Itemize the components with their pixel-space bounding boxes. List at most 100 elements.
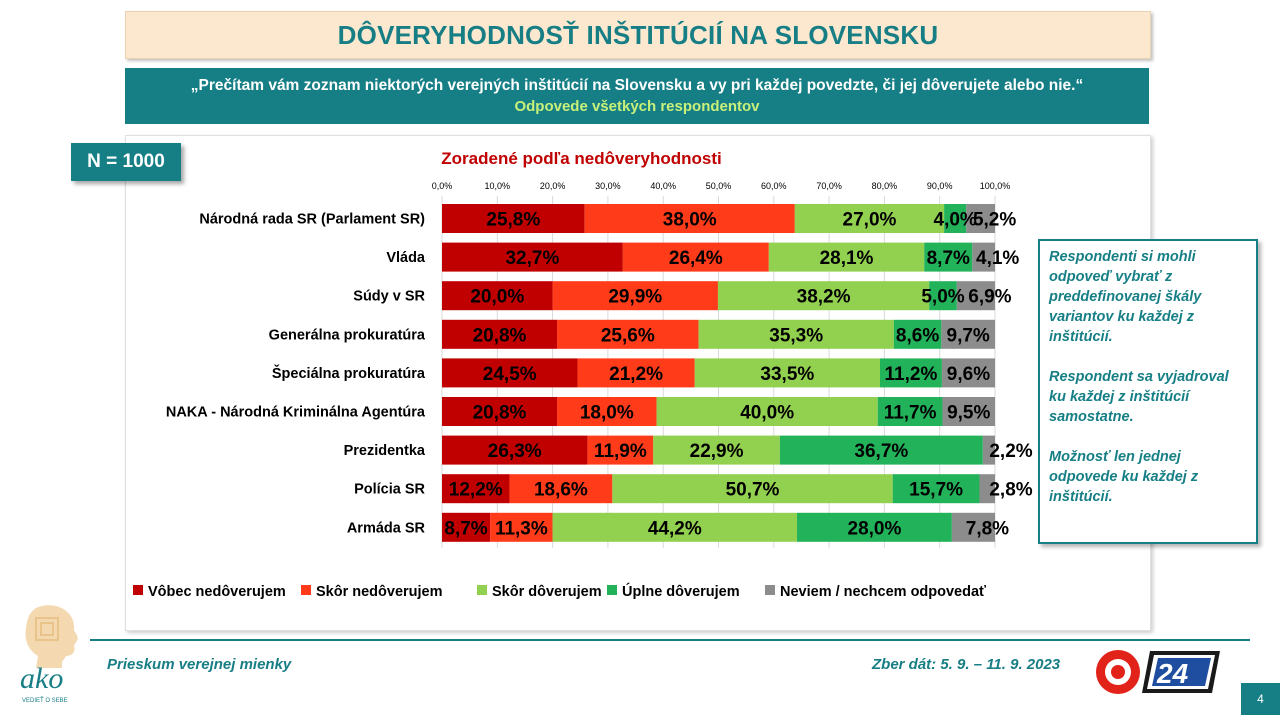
note-paragraph-1: Respondenti si mohli odpoveď vybrať z pr…	[1049, 249, 1202, 345]
question-subtitle: Odpovede všetkých respondentov	[514, 98, 760, 115]
category-label: Súdy v SR	[353, 289, 425, 305]
bar-segment	[442, 242, 623, 272]
data-label: 24,5%	[483, 364, 537, 385]
note-paragraph-3: Možnosť len jednej odpovede ku každej z …	[1049, 449, 1199, 505]
note-paragraph-2: Respondent sa vyjadroval ku každej z inš…	[1049, 369, 1229, 425]
data-label: 15,7%	[909, 480, 963, 501]
category-label: Národná rada SR (Parlament SR)	[199, 212, 425, 228]
bar-segment	[979, 474, 995, 504]
data-label: 33,5%	[760, 364, 814, 385]
x-tick-label: 50,0%	[706, 181, 732, 191]
bar-segment	[552, 281, 718, 311]
bar-segment	[779, 435, 983, 465]
x-tick-label: 30,0%	[595, 181, 621, 191]
bar-segment	[442, 435, 588, 465]
data-label: 38,2%	[797, 287, 851, 308]
legend-label: Neviem / nechcem odpovedať	[780, 584, 986, 600]
footer-divider	[90, 639, 1250, 641]
x-tick-label: 70,0%	[816, 181, 842, 191]
category-label: Vláda	[386, 250, 426, 266]
category-label: NAKA - Národná Kriminálna Agentúra	[166, 405, 426, 421]
bar-segment	[442, 358, 578, 388]
data-label: 44,2%	[648, 518, 702, 539]
legend-swatch	[477, 585, 487, 595]
bar-segment	[892, 474, 980, 504]
logo-text: ako	[20, 662, 63, 695]
category-label: Armáda SR	[347, 520, 426, 536]
bar-segment	[941, 358, 995, 388]
data-label: 5,2%	[973, 210, 1016, 231]
data-label: 20,8%	[473, 325, 527, 346]
bar-segment	[951, 512, 995, 542]
data-label: 36,7%	[854, 441, 908, 462]
legend-label: Úplne dôverujem	[622, 582, 740, 600]
data-label: 11,3%	[495, 518, 548, 539]
bar-segment	[577, 358, 695, 388]
bar-segment	[982, 435, 995, 465]
bar-segment	[972, 242, 995, 272]
methodology-note: Respondenti si mohli odpoveď vybrať z pr…	[1038, 239, 1258, 544]
legend-swatch	[607, 585, 617, 595]
bar-segment	[557, 397, 657, 426]
bar-segment	[656, 397, 878, 426]
x-tick-label: 20,0%	[540, 181, 566, 191]
data-label: 22,9%	[690, 441, 744, 462]
bar-segment	[442, 204, 585, 233]
bar-segment	[924, 242, 973, 272]
data-label: 8,6%	[896, 325, 939, 346]
legend-label: Vôbec nedôverujem	[148, 584, 286, 600]
data-label: 9,5%	[947, 403, 990, 424]
data-label: 35,3%	[769, 325, 823, 346]
x-tick-label: 80,0%	[872, 181, 898, 191]
page-number: 4	[1241, 683, 1280, 715]
data-label: 32,7%	[505, 248, 559, 269]
bar-segment	[622, 242, 769, 272]
tv-logo: 24	[1092, 645, 1232, 699]
data-label: 21,2%	[609, 364, 663, 385]
chart-subtitle: Zoradené podľa nedôveryhodnosti	[441, 149, 721, 168]
data-label: 2,8%	[989, 480, 1032, 501]
data-label: 18,0%	[580, 403, 634, 424]
bar-segment	[552, 512, 798, 542]
data-label: 26,4%	[669, 248, 723, 269]
x-tick-label: 40,0%	[650, 181, 676, 191]
bar-segment	[442, 319, 558, 349]
ako-head-logo-icon: ako VEDIEŤ O SEBE	[20, 605, 78, 704]
tv-logo-text: 24	[1156, 658, 1189, 689]
bar-segment	[653, 435, 780, 465]
data-label: 4,0%	[934, 210, 977, 231]
data-label: 11,2%	[885, 364, 938, 385]
legend-label: Skôr dôverujem	[492, 584, 602, 600]
x-tick-label: 90,0%	[927, 181, 953, 191]
legend-swatch	[133, 585, 143, 595]
bar-segment	[587, 435, 654, 465]
data-label: 8,7%	[444, 518, 487, 539]
data-label: 11,9%	[594, 441, 647, 462]
data-label: 18,6%	[534, 480, 588, 501]
bar-segment	[698, 319, 894, 349]
bar-segment	[442, 397, 558, 426]
data-label: 26,3%	[488, 441, 542, 462]
x-tick-label: 10,0%	[485, 181, 511, 191]
data-label: 20,8%	[473, 403, 527, 424]
bar-segment	[944, 204, 967, 233]
bar-segment	[942, 397, 995, 426]
data-label: 9,6%	[947, 364, 990, 385]
data-label: 25,8%	[486, 210, 540, 231]
data-label: 8,7%	[927, 248, 970, 269]
ako-logo: ako VEDIEŤ O SEBE	[14, 602, 90, 708]
data-label: 20,0%	[470, 287, 524, 308]
category-label: Špeciálna prokuratúra	[272, 364, 426, 382]
bar-segment	[929, 281, 957, 311]
legend-swatch	[301, 585, 311, 595]
bar-segment	[442, 474, 510, 504]
legend-swatch	[765, 585, 775, 595]
bar-segment	[442, 281, 553, 311]
bar-segment	[717, 281, 930, 311]
data-label: 50,7%	[726, 480, 780, 501]
bar-segment	[877, 397, 943, 426]
bar-segment	[797, 512, 952, 542]
footer-survey-label: Prieskum verejnej mienky	[107, 656, 292, 673]
bar-segment	[612, 474, 893, 504]
